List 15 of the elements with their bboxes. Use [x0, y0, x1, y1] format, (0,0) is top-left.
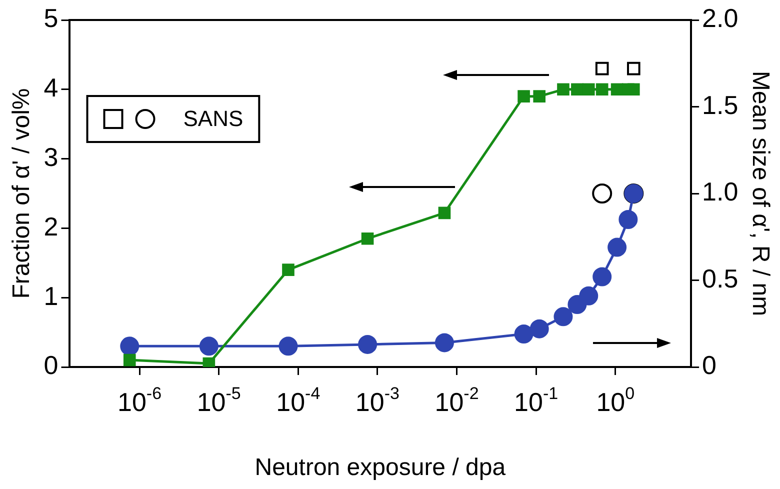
y-tick-label: 3 [44, 142, 58, 172]
y2-tick-label: 1.5 [702, 90, 738, 120]
y2-axis-title: Mean size of α', R / nm [746, 70, 774, 316]
legend-label: SANS [183, 106, 244, 132]
y-tick-label: 2 [44, 211, 58, 242]
y-tick-label: 1 [44, 280, 58, 311]
x-axis-title: Neutron exposure / dpa [254, 454, 506, 482]
y-tick-label: 4 [44, 72, 58, 103]
y2-tick-label: 2.0 [702, 3, 738, 34]
y2-tick-label: 1.0 [702, 176, 738, 207]
y2-tick-label: 0.5 [702, 263, 738, 294]
y-tick-label: 0 [44, 350, 58, 380]
y-axis-title: Fraction of α' / vol% [8, 88, 36, 299]
y-tick-label: 5 [44, 3, 58, 34]
y2-tick-label: 0 [702, 350, 717, 380]
